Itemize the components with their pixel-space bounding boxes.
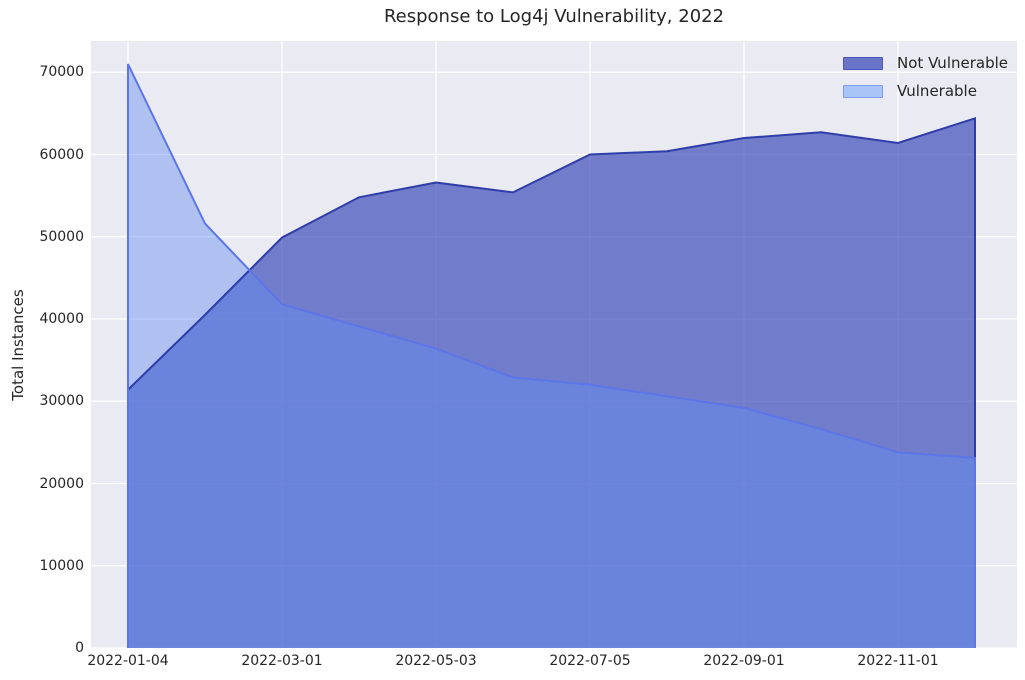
not-vulnerable-line: [127, 116, 976, 648]
not-vulnerable-swatch-icon: [843, 56, 884, 70]
y-tick-label: 40000: [39, 311, 84, 327]
legend-entry-not-vulnerable: Not Vulnerable: [843, 49, 1008, 77]
y-tick-label: 50000: [39, 228, 84, 245]
legend: Not Vulnerable Vulnerable: [843, 49, 1008, 105]
legend-label-vulnerable: Vulnerable: [897, 81, 977, 100]
x-tick-label: 2022-09-01: [703, 653, 785, 669]
chart-title: Response to Log4j Vulnerability, 2022: [383, 6, 725, 27]
x-tick-label: 2022-11-01: [857, 653, 939, 669]
vulnerable-line: [127, 63, 976, 648]
x-tick-label: 2022-01-04: [87, 653, 169, 669]
vulnerable-area: [128, 64, 975, 648]
legend-label-not-vulnerable: Not Vulnerable: [897, 53, 1008, 72]
y-tick-label: 60000: [39, 146, 84, 163]
area-chart-svg: [91, 41, 1017, 648]
y-tick-label: 10000: [39, 557, 84, 574]
vulnerable-swatch-icon: [843, 84, 884, 98]
x-tick-label: 2022-03-01: [241, 653, 323, 669]
y-tick-label: 70000: [39, 64, 84, 81]
y-tick-label: 20000: [39, 475, 84, 492]
x-tick-label: 2022-05-03: [395, 653, 477, 669]
y-tick-label: 0: [75, 640, 84, 656]
y-tick-label: 30000: [39, 393, 84, 410]
plot-area: Not Vulnerable Vulnerable: [91, 41, 1017, 648]
legend-entry-vulnerable: Vulnerable: [843, 77, 977, 105]
x-tick-label: 2022-07-05: [549, 653, 631, 669]
not-vulnerable-area: [128, 118, 975, 648]
